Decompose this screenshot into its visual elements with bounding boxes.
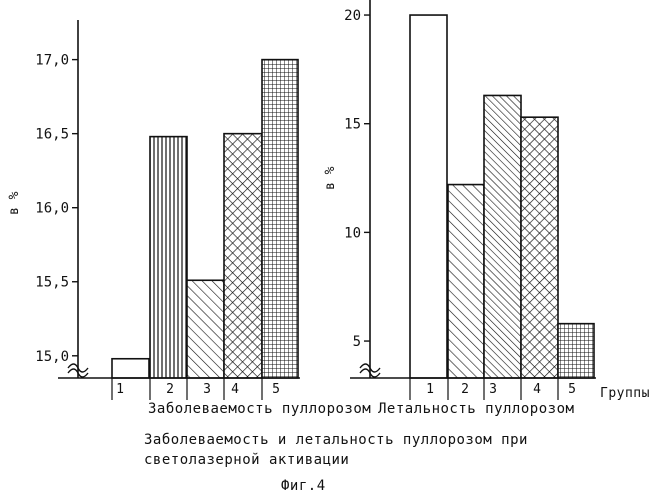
y-tick-label: 16,5	[35, 127, 69, 143]
groups-label: Группы	[600, 386, 650, 401]
x-tick-label: 5	[272, 382, 280, 397]
x-axis-label: Летальность пуллорозом	[378, 401, 575, 417]
figure-label: Фиг.4	[281, 478, 326, 494]
y-tick-label: 20	[344, 8, 361, 24]
bar-group-3	[187, 280, 224, 378]
x-tick-label: 3	[489, 382, 497, 397]
x-tick-label: 4	[231, 382, 239, 397]
y-tick-label: 15,0	[35, 349, 69, 365]
x-tick-label: 2	[461, 382, 469, 397]
x-tick-label: 1	[116, 382, 124, 397]
morbidity-chart: 15,0 15,5 16,0 16,5 17,0 1 2 3 4 5 Заболеваемость …	[7, 20, 371, 417]
bar-group-1	[112, 359, 149, 378]
y-tick-label: 15,5	[35, 275, 69, 291]
bar-group-4	[521, 117, 558, 378]
bar-group-5	[262, 60, 298, 378]
y-tick-label: 15	[344, 117, 361, 133]
y-axis-label: в %	[7, 191, 22, 215]
bar-group-3	[484, 95, 521, 378]
y-tick-label: 17,0	[35, 53, 69, 69]
x-tick-label: 2	[166, 382, 174, 397]
x-tick-label: 1	[426, 382, 434, 397]
y-axis-label: в %	[323, 166, 338, 190]
bar-group-2	[448, 185, 484, 378]
y-tick-label: 10	[344, 225, 361, 241]
y-tick-label: 5	[353, 334, 361, 350]
bar-group-1	[410, 15, 447, 378]
x-tick-label: 4	[533, 382, 541, 397]
bar-group-2	[150, 137, 187, 378]
x-tick-label: 3	[203, 382, 211, 397]
y-tick-label: 16,0	[35, 201, 69, 217]
x-axis-label: Заболеваемость пуллорозом	[148, 401, 371, 417]
x-tick-label: 5	[568, 382, 576, 397]
caption-line-2: светолазерной активации	[144, 452, 349, 468]
bar-group-4	[224, 134, 262, 378]
lethality-chart: 5 10 15 20 1 2 3 4 5 Летальность пуллорозом в %	[323, 0, 596, 417]
bar-group-5	[558, 324, 594, 378]
caption-line-1: Заболеваемость и летальность пуллорозом …	[144, 432, 528, 448]
